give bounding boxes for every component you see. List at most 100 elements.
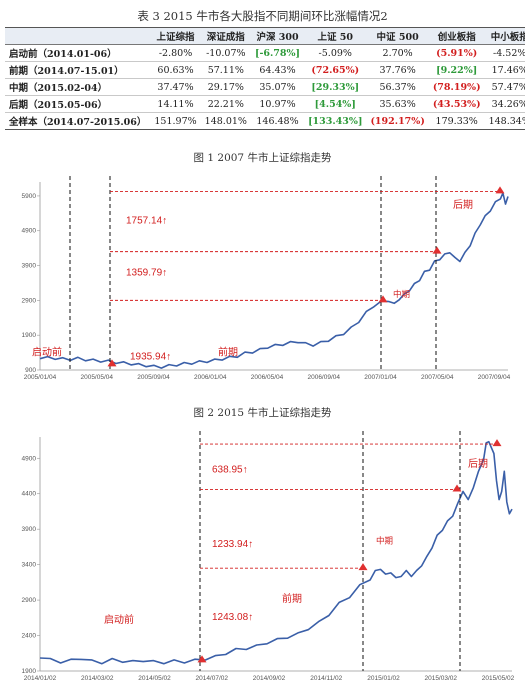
- table-cell: 64.43%: [259, 64, 296, 76]
- table-cell: -4.52%: [493, 47, 525, 59]
- gain-annotation: 1757.14↑: [126, 215, 167, 226]
- table-cell: 57.47%: [491, 81, 525, 93]
- table-header-cell: 上证 50: [304, 27, 367, 45]
- gain-annotation: 1233.94↑: [212, 539, 253, 550]
- table-header-cell: 中小板指: [484, 27, 525, 45]
- table-row: 启动前（2014.01-06） -2.80% -10.07% [-6.78%] -5.0…: [5, 45, 525, 62]
- y-tick-label: 3400: [22, 562, 37, 569]
- table-header-row: 上证综指 深证成指 沪深 300 上证 50 中证 500 创业板指 中小板指: [5, 27, 525, 45]
- figure-2-title: 图 2 2015 牛市上证综指走势: [193, 407, 332, 419]
- x-tick-label: 2007/09/04: [478, 374, 511, 381]
- y-tick-label: 5900: [22, 193, 37, 200]
- peak-marker: [358, 563, 368, 571]
- x-tick-label: 2014/09/02: [253, 675, 286, 682]
- table-cell: 151.97%: [154, 115, 197, 127]
- x-tick-label: 2006/01/04: [194, 374, 227, 381]
- table-cell: 35.63%: [379, 98, 416, 110]
- gain-annotation: 1243.08↑: [212, 612, 253, 623]
- phase-label: 后期: [468, 458, 488, 470]
- gain-annotation: 638.95↑: [212, 464, 248, 475]
- x-tick-label: 2005/01/04: [24, 374, 57, 381]
- index-series-line: [39, 192, 509, 369]
- y-tick-label: 4400: [22, 491, 37, 498]
- x-tick-label: 2015/03/02: [424, 675, 457, 682]
- gain-annotation: 1935.94↑: [130, 352, 171, 363]
- table-cell: -10.07%: [206, 47, 246, 59]
- table-cell: 35.07%: [259, 81, 296, 93]
- table-cell: 14.11%: [157, 98, 194, 110]
- table-cell: [29.33%]: [311, 81, 360, 93]
- figure-1-chart: 900 1900 2900 3900 4900 5900 2005/01/04 2005/05…: [22, 176, 511, 381]
- phase-label: 中期: [393, 289, 410, 299]
- phase-label: 启动前: [32, 345, 62, 358]
- peak-marker: [432, 246, 442, 254]
- y-tick-label: 900: [25, 367, 36, 374]
- table-cell: [133.43%]: [308, 115, 363, 127]
- phase-label: 前期: [218, 345, 238, 358]
- row-label: 全样本（2014.07-2015.06）: [9, 117, 147, 128]
- x-tick-label: 2007/01/04: [364, 374, 397, 381]
- table-title: 表 3 2015 牛市各大股指不同期间环比涨幅情况2: [137, 9, 388, 23]
- y-tick-label: 1900: [22, 332, 37, 339]
- table-row: 后期（2015.05-06） 14.11% 22.21% 10.97% [4.54%] 3…: [5, 96, 525, 113]
- table-cell: -5.09%: [318, 47, 352, 59]
- table-cell: -2.80%: [158, 47, 193, 59]
- table-header-cell: 深证成指: [200, 27, 251, 45]
- figure-1-title: 图 1 2007 牛市上证综指走势: [193, 152, 332, 164]
- y-tick-label: 2400: [22, 633, 37, 640]
- peak-marker: [452, 484, 462, 492]
- phase-label: 中期: [376, 535, 393, 545]
- table-cell: 57.11%: [207, 64, 244, 76]
- phase-label: 启动前: [104, 613, 134, 626]
- y-tick-label: 1900: [22, 668, 37, 675]
- table-cell: 34.26%: [491, 98, 525, 110]
- x-tick-label: 2014/03/02: [81, 675, 114, 682]
- index-series-line: [39, 440, 513, 665]
- peak-marker: [495, 186, 505, 194]
- peak-marker: [378, 295, 388, 303]
- row-label: 后期（2015.05-06）: [9, 100, 108, 111]
- table-cell: 146.48%: [256, 115, 299, 127]
- index-returns-table: 上证综指 深证成指 沪深 300 上证 50 中证 500 创业板指 中小板指 启动前（20…: [5, 27, 525, 130]
- y-tick-label: 3900: [22, 263, 37, 270]
- x-tick-label: 2014/11/02: [310, 675, 342, 682]
- table-cell: 10.97%: [259, 98, 296, 110]
- peak-marker: [197, 655, 207, 663]
- table-cell: [-6.78%]: [254, 47, 301, 59]
- y-tick-label: 4900: [22, 455, 37, 462]
- phase-label: 后期: [453, 199, 473, 211]
- peak-marker: [492, 439, 502, 447]
- table-cell: (43.53%): [432, 98, 481, 110]
- peak-marker: [107, 359, 117, 367]
- table-header-cell: 沪深 300: [250, 27, 305, 45]
- x-tick-label: 2007/05/04: [421, 374, 454, 381]
- row-label: 前期（2014.07-15.01）: [9, 66, 124, 77]
- table-cell: 2.70%: [382, 47, 413, 59]
- table-row: 全样本（2014.07-2015.06） 151.97% 148.01% 146.48…: [5, 113, 525, 130]
- table-cell: (5.91%): [436, 47, 478, 59]
- row-label: 启动前（2014.01-06）: [9, 49, 117, 60]
- table-cell: 148.34%: [488, 115, 525, 127]
- x-tick-label: 2015/05/02: [482, 675, 515, 682]
- x-tick-label: 2015/01/02: [367, 675, 400, 682]
- table-row: 前期（2014.07-15.01） 60.63% 57.11% 64.43% (72.6…: [5, 62, 525, 79]
- x-tick-label: 2006/09/04: [307, 374, 340, 381]
- row-label: 中期（2015.02-04）: [9, 83, 108, 94]
- table-cell: 17.46%: [491, 64, 525, 76]
- table-cell: 60.63%: [157, 64, 194, 76]
- table-row: 中期（2015.02-04） 37.47% 29.17% 35.07% [29.33%]…: [5, 79, 525, 96]
- x-tick-label: 2014/05/02: [138, 675, 171, 682]
- phase-label: 前期: [282, 592, 302, 605]
- table-cell: 29.17%: [207, 81, 244, 93]
- y-tick-label: 2900: [22, 597, 37, 604]
- x-tick-label: 2014/07/02: [195, 675, 228, 682]
- table-cell: (72.65%): [311, 64, 360, 76]
- table-cell: 22.21%: [207, 98, 244, 110]
- table-cell: 56.37%: [379, 81, 416, 93]
- table-header-cell: 上证综指: [150, 27, 201, 45]
- table-cell: 37.76%: [379, 64, 416, 76]
- gain-annotation: 1359.79↑: [126, 268, 167, 279]
- table-cell: (192.17%): [370, 115, 425, 127]
- table-cell: 179.33%: [435, 115, 478, 127]
- y-tick-label: 2900: [22, 297, 37, 304]
